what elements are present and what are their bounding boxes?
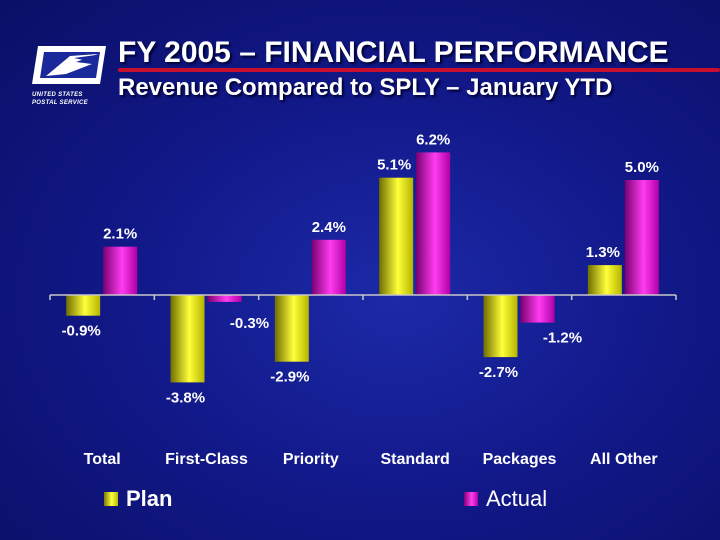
title-rule (118, 68, 720, 72)
logo-text-united-states: UNITED STATES (32, 92, 83, 98)
page-title: FY 2005 – FINANCIAL PERFORMANCE (118, 36, 669, 69)
legend-actual: Actual (464, 486, 547, 512)
legend-plan: Plan (104, 486, 172, 512)
data-label-plan-standard: 5.1% (377, 157, 411, 174)
bar-plan-standard (379, 177, 414, 295)
category-label-first-class: First-Class (165, 451, 248, 468)
category-label-packages: Packages (483, 451, 557, 468)
legend-plan-swatch (104, 492, 118, 506)
data-label-actual-standard: 6.2% (416, 131, 450, 148)
data-label-actual-total: 2.1% (103, 226, 137, 243)
data-label-actual-first-class: -0.3% (230, 315, 269, 332)
bar-plan-priority (274, 295, 309, 362)
category-label-standard: Standard (380, 451, 449, 468)
bar-plan-total (66, 295, 101, 316)
bar-plan-packages (483, 295, 518, 358)
data-label-plan-packages: -2.7% (479, 364, 518, 381)
bar-actual-first-class (207, 295, 242, 302)
bar-actual-total (103, 246, 138, 295)
data-label-actual-priority: 2.4% (312, 219, 346, 236)
legend-actual-swatch (464, 492, 478, 506)
data-label-plan-total: -0.9% (62, 323, 101, 340)
data-label-plan-first-class: -3.8% (166, 389, 205, 406)
legend-plan-label: Plan (126, 486, 173, 511)
logo-text-postal-service: POSTAL SERVICE (32, 100, 88, 106)
bar-actual-all-other (624, 180, 659, 295)
data-label-actual-all-other: 5.0% (625, 159, 659, 176)
category-label-all-other: All Other (590, 451, 658, 468)
page-subtitle: Revenue Compared to SPLY – January YTD (118, 74, 613, 101)
bar-actual-packages (520, 295, 555, 323)
data-label-plan-all-other: 1.3% (586, 244, 620, 261)
bar-plan-all-other (587, 265, 622, 295)
bar-plan-first-class (170, 295, 205, 383)
category-label-total: Total (84, 451, 121, 468)
data-label-plan-priority: -2.9% (270, 369, 309, 386)
category-label-priority: Priority (283, 451, 339, 468)
data-label-actual-packages: -1.2% (543, 330, 582, 347)
usps-logo: UNITED STATES POSTAL SERVICE (30, 40, 110, 110)
bar-actual-priority (311, 239, 346, 295)
legend-actual-label: Actual (486, 486, 548, 511)
bar-actual-standard (416, 152, 451, 295)
eagle-icon (32, 46, 106, 84)
